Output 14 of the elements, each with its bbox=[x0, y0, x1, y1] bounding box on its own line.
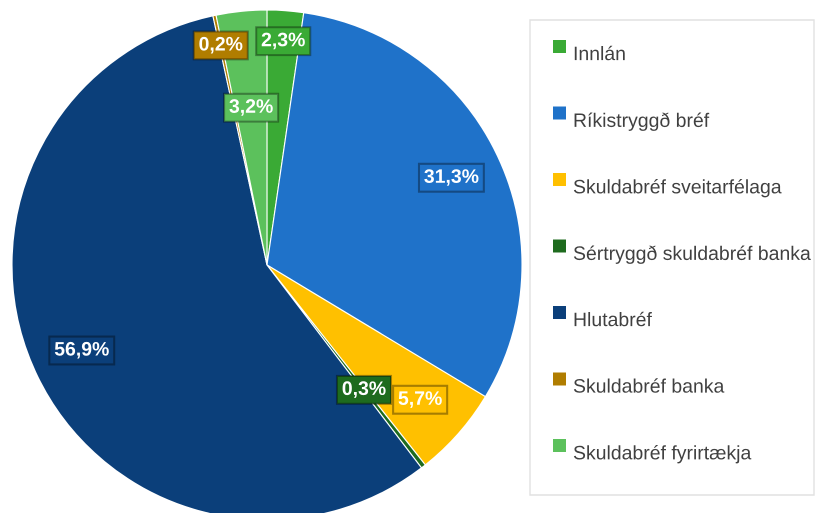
data-label: 56,9% bbox=[54, 342, 109, 359]
legend-label: Skuldabréf fyrirtækja bbox=[574, 445, 752, 464]
legend-label: Sértryggð skuldabréf banka bbox=[574, 246, 811, 264]
legend-label: Ríkistryggð bréf bbox=[574, 112, 710, 131]
legend-label: Skuldabréf banka bbox=[574, 378, 724, 393]
data-label: 3,2% bbox=[229, 99, 273, 116]
data-label: 31,3% bbox=[424, 169, 478, 186]
data-label: 5,7% bbox=[398, 391, 442, 408]
data-label: 0,2% bbox=[199, 36, 242, 54]
data-label: 2,3% bbox=[262, 32, 305, 50]
legend-label: Skuldabréf sveitarfélaga bbox=[574, 179, 782, 198]
data-label: 0,3% bbox=[342, 381, 386, 398]
legend-label: Innlán bbox=[574, 46, 625, 60]
legend-label: Hlutabréf bbox=[574, 312, 652, 326]
